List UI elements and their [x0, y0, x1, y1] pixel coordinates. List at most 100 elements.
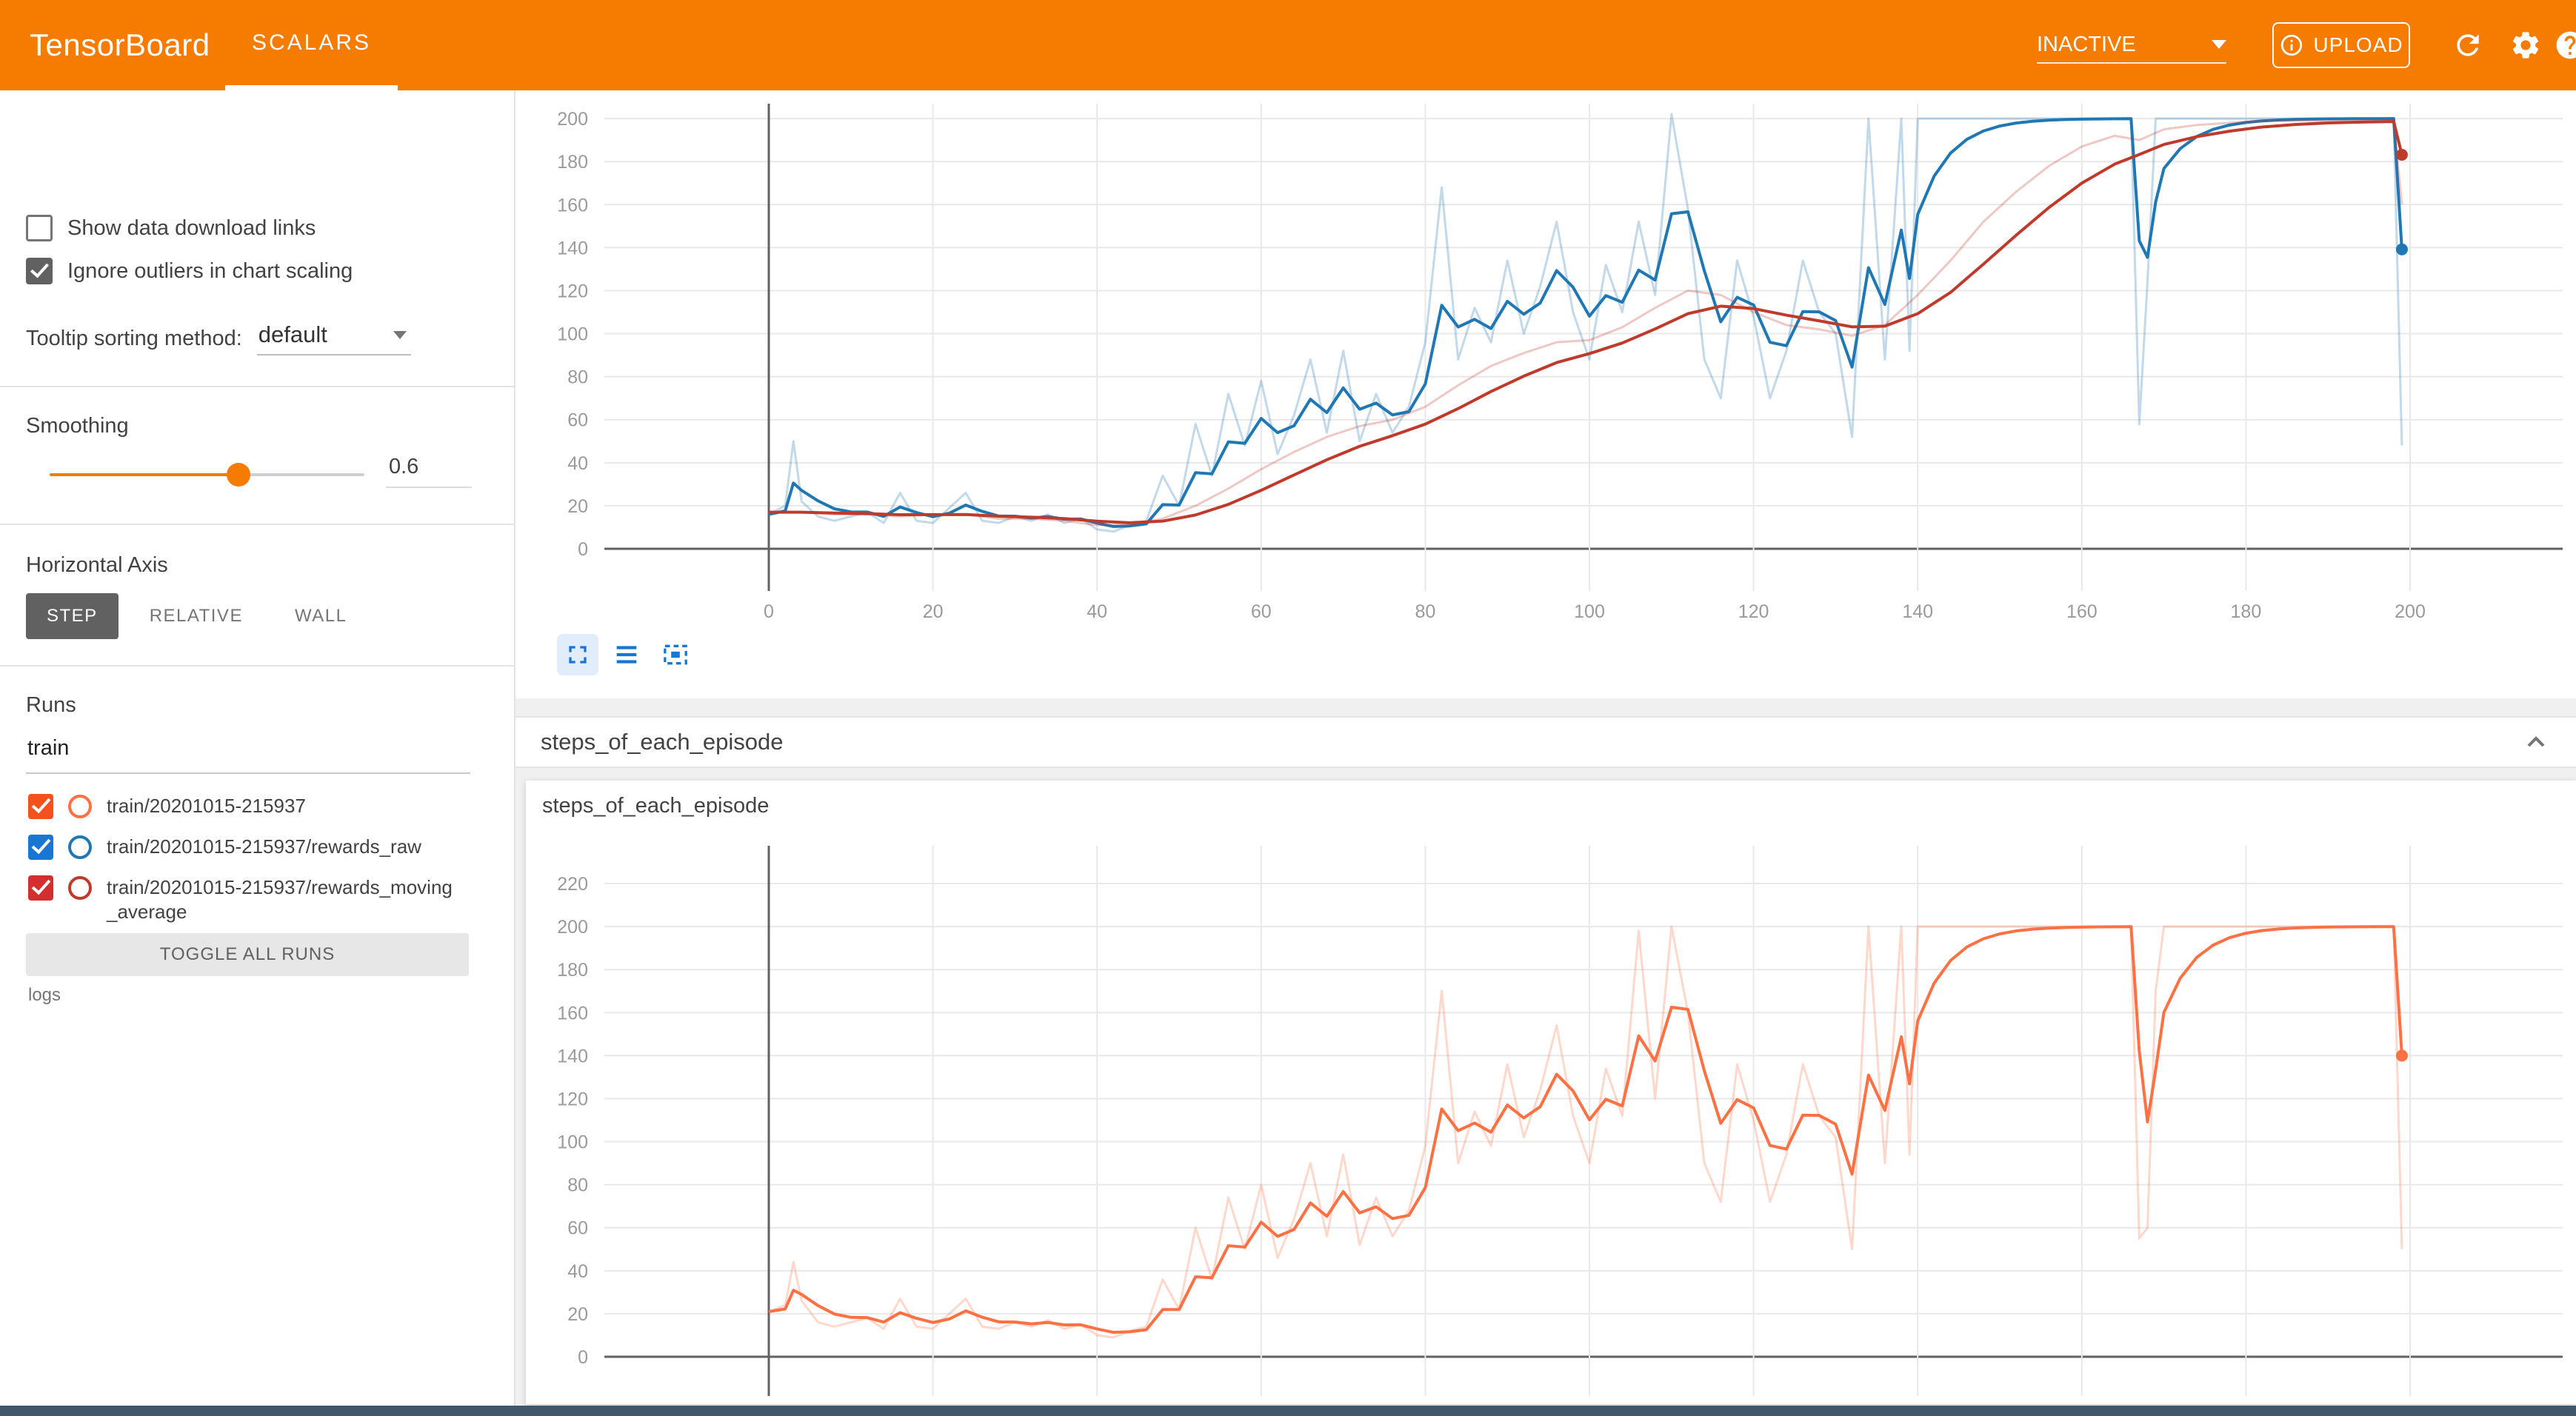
log-directory-label: logs: [28, 985, 61, 1005]
chart-title: steps_of_each_episode: [542, 794, 770, 818]
expand-chart-button[interactable]: [557, 634, 598, 675]
run-visibility-circle[interactable]: [68, 876, 92, 900]
tooltip-sorting-value: default: [258, 321, 327, 347]
data-table-icon: [616, 646, 637, 664]
data-table-button[interactable]: [606, 634, 647, 675]
checkbox[interactable]: [26, 215, 53, 241]
upload-button[interactable]: UPLOAD: [2272, 22, 2410, 68]
run-row[interactable]: train/20201015-215937: [28, 794, 462, 819]
svg-text:0: 0: [764, 601, 774, 622]
chevron-up-icon[interactable]: [2521, 727, 2551, 757]
svg-text:120: 120: [1738, 601, 1769, 622]
runs-filter-input[interactable]: [26, 736, 470, 774]
svg-text:80: 80: [567, 1175, 588, 1196]
run-visibility-circle[interactable]: [68, 835, 92, 859]
runs-label: Runs: [26, 693, 76, 717]
run-visibility-circle[interactable]: [68, 795, 92, 818]
tab-scalars[interactable]: SCALARS: [225, 0, 398, 90]
section-header-steps-of-each-episode[interactable]: steps_of_each_episode: [515, 716, 2576, 768]
refresh-icon[interactable]: [2452, 29, 2484, 61]
svg-text:220: 220: [557, 874, 588, 895]
axis-button-step[interactable]: STEP: [26, 593, 119, 639]
svg-text:20: 20: [923, 601, 944, 622]
svg-text:100: 100: [1574, 601, 1605, 622]
toggle-all-runs-button[interactable]: TOGGLE ALL RUNS: [26, 933, 469, 976]
svg-text:140: 140: [1902, 601, 1933, 622]
checkbox[interactable]: [26, 258, 53, 284]
info-icon: [2281, 34, 2303, 56]
rewards-chart-card: 0 20 40 60 80 100 120 140 160 180 200 0 20 40 60 80 100 1…: [515, 90, 2576, 698]
run-checkbox[interactable]: [28, 835, 53, 860]
chart-toolbar: [557, 634, 696, 675]
axis-button-relative[interactable]: RELATIVE: [149, 606, 243, 626]
help-icon[interactable]: [2554, 29, 2576, 61]
horizontal-axis-buttons: STEP RELATIVE WALL: [26, 593, 367, 639]
divider: [0, 665, 514, 667]
run-label: train/20201015-215937: [107, 795, 306, 817]
svg-text:80: 80: [1415, 601, 1435, 622]
tab-scalars-label: SCALARS: [252, 30, 372, 55]
svg-text:160: 160: [2066, 601, 2098, 622]
slider-handle[interactable]: [227, 463, 250, 487]
tooltip-sorting-label: Tooltip sorting method:: [26, 326, 242, 350]
svg-text:60: 60: [1251, 601, 1272, 622]
tooltip-sorting-dropdown[interactable]: default: [256, 321, 411, 355]
fit-domain-icon: [664, 644, 687, 665]
section-title: steps_of_each_episode: [541, 729, 784, 755]
option-ignore-outliers[interactable]: Ignore outliers in chart scaling: [26, 258, 353, 284]
option-label: Ignore outliers in chart scaling: [67, 258, 353, 283]
status-dropdown-value: INACTIVE: [2037, 32, 2136, 56]
svg-text:100: 100: [557, 1132, 588, 1153]
settings-sidebar: Show data download links Ignore outliers…: [0, 90, 515, 1406]
steps-chart[interactable]: 0 20 40 60 80 100 120 140 160 180 200 220: [526, 781, 2576, 1404]
divider: [0, 524, 514, 525]
run-checkbox[interactable]: [28, 875, 53, 901]
settings-gear-icon[interactable]: [2509, 29, 2542, 61]
divider: [0, 386, 514, 387]
upload-button-label: UPLOAD: [2313, 33, 2403, 56]
expand-icon: [569, 646, 587, 664]
svg-text:160: 160: [557, 195, 588, 216]
svg-text:0: 0: [578, 1347, 588, 1368]
svg-text:40: 40: [567, 1261, 588, 1282]
svg-text:200: 200: [2395, 601, 2426, 622]
slider-fill: [50, 473, 238, 476]
svg-text:60: 60: [567, 1218, 588, 1239]
option-show-download-links[interactable]: Show data download links: [26, 215, 316, 241]
run-row[interactable]: train/20201015-215937/rewards_raw: [28, 835, 462, 860]
fit-domain-button[interactable]: [655, 634, 696, 675]
svg-text:40: 40: [1087, 601, 1107, 622]
app-header: TensorBoard SCALARS INACTIVE UPLOAD: [0, 0, 2576, 90]
smoothing-value-input[interactable]: [386, 455, 472, 488]
svg-text:120: 120: [557, 281, 588, 301]
run-row[interactable]: train/20201015-215937/rewards_moving_ave…: [28, 875, 462, 924]
smoothing-label: Smoothing: [26, 414, 129, 438]
chevron-down-icon: [393, 330, 407, 339]
smoothing-slider[interactable]: [50, 461, 364, 488]
chevron-down-icon: [2212, 40, 2226, 49]
option-label: Show data download links: [67, 216, 316, 240]
status-dropdown[interactable]: INACTIVE: [2037, 27, 2226, 64]
app-title: TensorBoard: [30, 27, 210, 62]
tooltip-sorting-row: Tooltip sorting method: default: [26, 321, 411, 355]
rewards-chart[interactable]: 0 20 40 60 80 100 120 140 160 180 200 0 20 40 60 80 100 1…: [515, 90, 2576, 698]
svg-text:100: 100: [557, 324, 588, 345]
run-checkbox[interactable]: [28, 794, 53, 819]
run-label: train/20201015-215937/rewards_raw: [107, 835, 421, 858]
svg-text:20: 20: [567, 496, 588, 517]
axis-button-wall[interactable]: WALL: [294, 606, 347, 626]
svg-text:0: 0: [578, 539, 588, 560]
svg-text:120: 120: [557, 1089, 588, 1109]
svg-text:80: 80: [567, 367, 588, 388]
bottom-edge-bar: [0, 1406, 2576, 1416]
steps-chart-card: steps_of_each_episode 0 20 40 60 80 100 120 140…: [526, 781, 2576, 1404]
svg-text:140: 140: [557, 238, 588, 258]
svg-text:180: 180: [2231, 601, 2262, 622]
svg-text:60: 60: [567, 410, 588, 431]
dashboard-main: 0 20 40 60 80 100 120 140 160 180 200 0 20 40 60 80 100 1…: [515, 90, 2576, 1406]
svg-text:180: 180: [557, 960, 588, 981]
svg-text:200: 200: [557, 109, 588, 130]
svg-text:160: 160: [557, 1003, 588, 1023]
svg-text:180: 180: [557, 152, 588, 173]
